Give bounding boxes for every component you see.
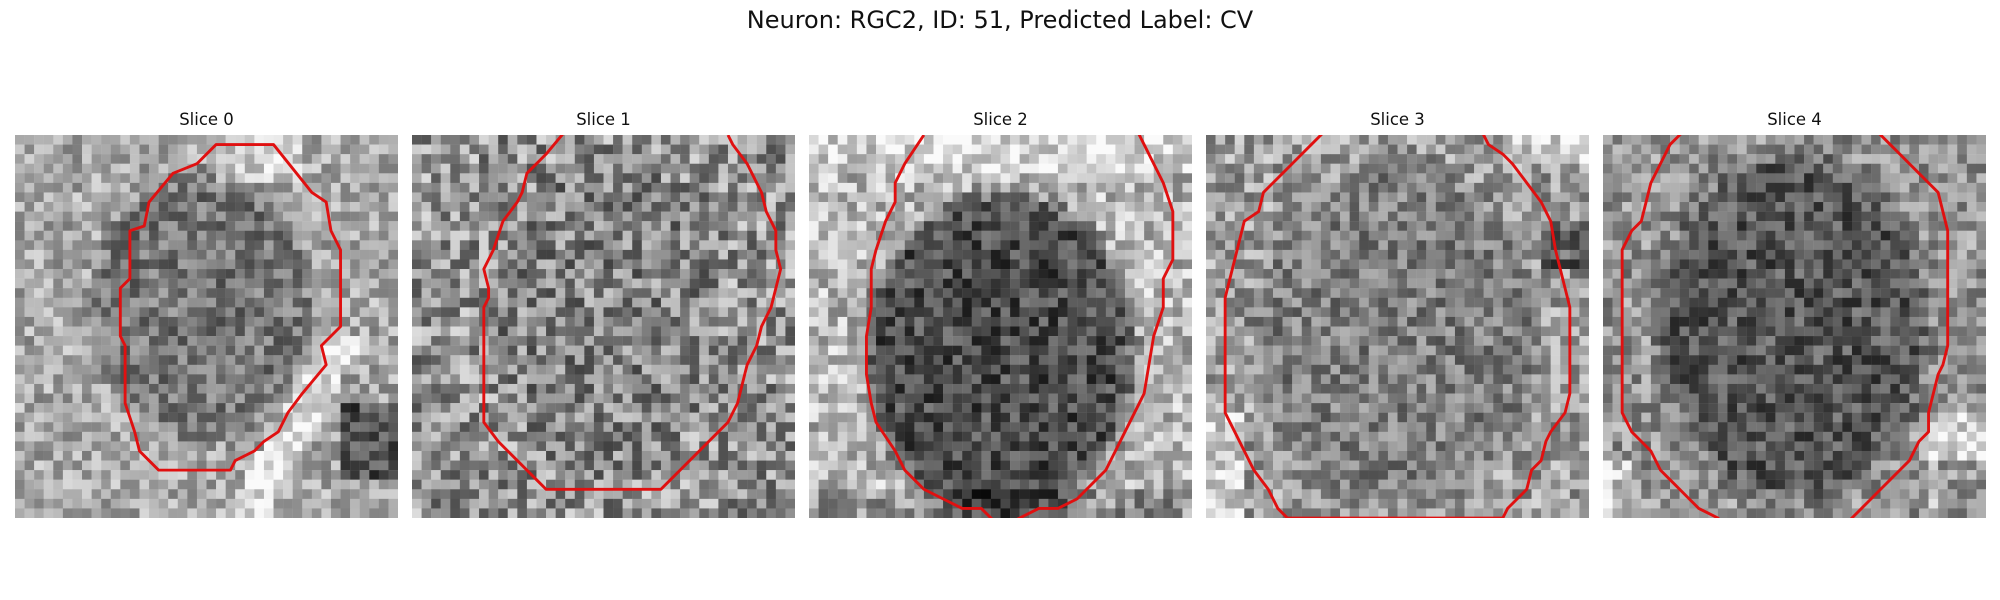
slice-image-1 [412,135,795,518]
segmentation-contour-1 [482,135,783,491]
slice-image-4 [1603,135,1986,518]
segmentation-contour-3 [1223,135,1572,518]
slice-title-3: Slice 3 [1370,110,1425,129]
slice-title-0: Slice 0 [179,110,234,129]
segmentation-contour-2 [865,135,1175,518]
figure-title: Neuron: RGC2, ID: 51, Predicted Label: C… [746,6,1254,34]
slice-image-0 [15,135,398,518]
slice-title-2: Slice 2 [973,110,1028,129]
segmentation-contour-4 [1620,135,1950,518]
slice-image-3 [1206,135,1589,518]
slice-image-2 [809,135,1192,518]
slice-title-4: Slice 4 [1767,110,1822,129]
segmentation-contour-0 [118,143,342,472]
slice-title-1: Slice 1 [576,110,631,129]
